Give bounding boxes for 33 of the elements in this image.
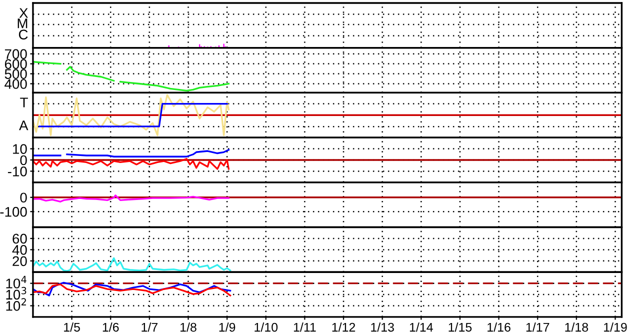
x-tick-label: 1/7 xyxy=(142,322,158,332)
x-tick-label: 1/15 xyxy=(448,322,472,332)
y-tick-label: 500 xyxy=(4,69,27,79)
x-tick-label: 1/18 xyxy=(565,322,588,332)
x-tick-label: 1/11 xyxy=(294,322,316,332)
x-tick-label: 1/10 xyxy=(254,322,278,332)
x-tick-label: 1/6 xyxy=(102,322,119,332)
y-tick-label: 10$^{2}$ xyxy=(6,298,26,311)
text: C xyxy=(18,30,28,40)
x-tick-label: 1/17 xyxy=(526,322,550,332)
text: T xyxy=(20,98,28,108)
y-tick-label: 0 xyxy=(20,155,27,166)
text: X xyxy=(19,8,28,18)
text: A xyxy=(19,120,28,130)
x-tick-label: 1/14 xyxy=(410,322,433,332)
y-tick-label: 20 xyxy=(12,256,27,266)
x-tick-label: 1/19 xyxy=(604,322,627,332)
x-tick-label: 1/12 xyxy=(332,322,356,332)
y-tick-label: 10 xyxy=(13,144,27,154)
y-tick-label: 600 xyxy=(4,59,27,69)
y-tick-label: 60 xyxy=(12,234,27,244)
y-tick-label: -10 xyxy=(8,166,27,176)
x-tick-label: 1/16 xyxy=(488,322,510,332)
x-tick-label: 1/9 xyxy=(219,322,236,332)
x-tick-label: 1/5 xyxy=(64,322,80,332)
y-tick-label: 700 xyxy=(4,49,27,60)
y-tick-label: -100 xyxy=(0,206,27,217)
x-tick-label: 1/13 xyxy=(371,322,394,332)
y-tick-label: 40 xyxy=(12,245,27,255)
y-tick-label: 400 xyxy=(4,79,27,89)
text: M xyxy=(18,18,28,28)
x-tick-label: 1/8 xyxy=(180,322,196,332)
y-tick-label: 0 xyxy=(20,192,27,203)
